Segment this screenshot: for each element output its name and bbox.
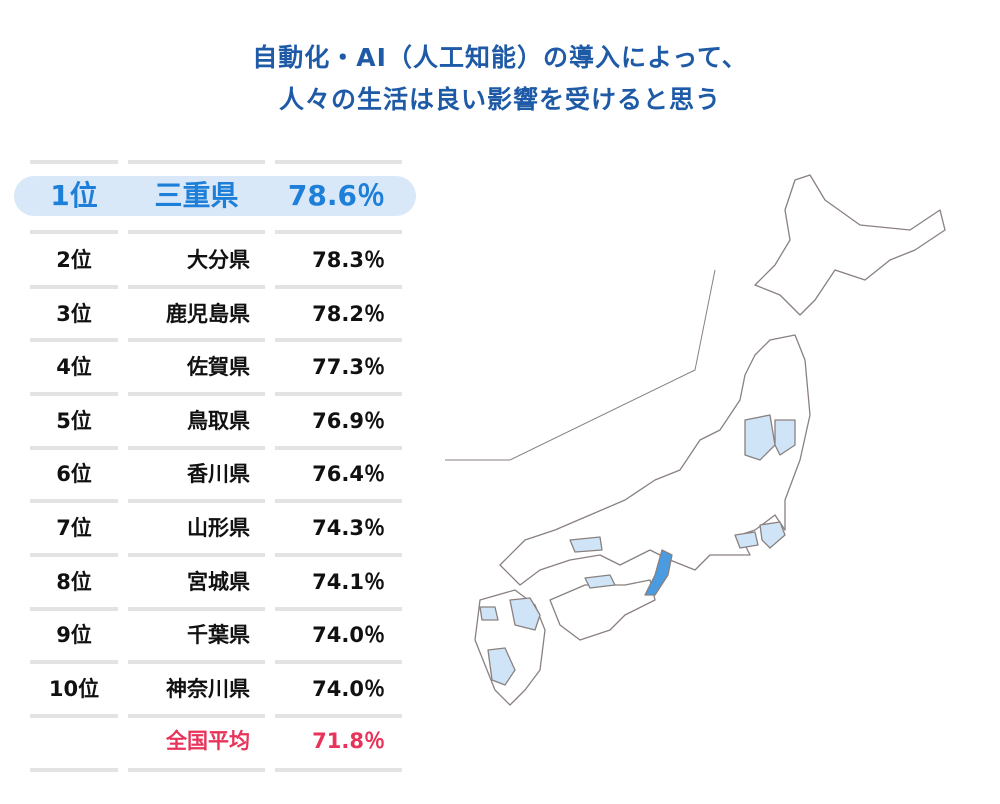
prefecture-name: 佐賀県 [187, 355, 250, 380]
rank-label: 9位 [56, 623, 92, 648]
map-kagawa [584, 574, 616, 589]
ranking-row: 7位 山形県 74.3％ [0, 508, 420, 548]
row-separator [275, 607, 402, 611]
rank-label: 4位 [56, 355, 92, 380]
row-separator [275, 446, 402, 450]
inset-divider [445, 269, 716, 461]
map-mie [644, 549, 673, 596]
japan-map [445, 174, 946, 706]
map-honshu [499, 334, 811, 586]
ranking-row: 8位 宮城県 74.1％ [0, 562, 420, 602]
row-separator [30, 499, 118, 503]
percent-value: 78.2％ [312, 301, 385, 326]
ranking-row: 全国平均 71.8％ [0, 721, 420, 761]
rank-label: 10位 [48, 676, 100, 701]
ranking-row: 6位 香川県 76.4％ [0, 454, 420, 494]
rank-label: 8位 [56, 569, 92, 594]
percent-value: 76.4％ [312, 462, 385, 487]
row-separator [128, 338, 265, 342]
map-saga [479, 606, 499, 621]
row-separator [275, 230, 402, 234]
row-separator [128, 160, 265, 164]
percent-value: 74.3％ [312, 516, 385, 540]
percent-value: 74.0％ [312, 623, 385, 648]
row-separator [275, 714, 402, 718]
row-separator [128, 660, 265, 664]
rank-label: 3位 [56, 301, 92, 326]
row-separator [275, 553, 402, 557]
map-tottori [569, 536, 603, 553]
ranking-row: 2位 大分県 78.3％ [0, 240, 420, 280]
percent-value: 77.3％ [312, 355, 385, 380]
rank-label: 1位 [50, 179, 98, 212]
title-line-1: 自動化・AI（人工知能）の導入によって、 [252, 43, 748, 72]
ranking-row: 3位 鹿児島県 78.2％ [0, 294, 420, 334]
row-separator [30, 768, 118, 772]
prefecture-name: 山形県 [187, 516, 250, 540]
row-separator [128, 446, 265, 450]
row-separator [30, 553, 118, 557]
rank-label: 6位 [56, 462, 92, 487]
map-kagoshima [487, 647, 516, 686]
row-separator [275, 660, 402, 664]
percent-value: 78.6％ [287, 179, 385, 212]
ranking-row: 9位 千葉県 74.0％ [0, 615, 420, 655]
row-separator [128, 553, 265, 557]
ranking-row: 10位 神奈川県 74.0％ [0, 669, 420, 709]
average-label: 全国平均 [166, 729, 250, 753]
map-kanagawa [734, 531, 759, 549]
row-separator [275, 768, 402, 772]
percent-value: 74.1％ [312, 569, 385, 594]
row-separator [128, 285, 265, 289]
percent-value: 74.0％ [312, 676, 385, 701]
row-separator [30, 660, 118, 664]
row-separator [275, 499, 402, 503]
row-separator [128, 714, 265, 718]
prefecture-name: 神奈川県 [166, 676, 250, 701]
row-separator [128, 392, 265, 396]
row-separator [30, 714, 118, 718]
row-separator [275, 160, 402, 164]
row-separator [30, 338, 118, 342]
rank-label: 2位 [56, 248, 92, 272]
map-miyagi [774, 419, 796, 456]
row-separator [30, 285, 118, 289]
prefecture-name: 宮城県 [187, 569, 250, 594]
percent-value: 78.3％ [312, 248, 385, 272]
rank-label: 7位 [56, 516, 92, 540]
row-separator [275, 392, 402, 396]
map-shikoku [549, 579, 656, 641]
prefecture-name: 三重県 [154, 179, 239, 212]
row-separator [30, 392, 118, 396]
row-separator [30, 607, 118, 611]
row-separator [30, 160, 118, 164]
title-line-2: 人々の生活は良い影響を受けると思う [278, 85, 721, 114]
row-separator [128, 768, 265, 772]
prefecture-name: 香川県 [187, 462, 250, 487]
rank-label: 5位 [56, 408, 92, 433]
row-separator [128, 499, 265, 503]
ranking-row: 5位 鳥取県 76.9％ [0, 401, 420, 441]
average-value: 71.8％ [312, 729, 385, 753]
row-separator [30, 446, 118, 450]
map-hokkaido [754, 174, 946, 316]
prefecture-name: 鹿児島県 [166, 301, 250, 326]
row-separator [275, 285, 402, 289]
prefecture-name: 大分県 [187, 248, 250, 272]
map-oita [509, 597, 541, 631]
map-chiba [759, 521, 786, 549]
prefecture-name: 鳥取県 [187, 408, 250, 433]
row-separator [30, 230, 118, 234]
row-separator [275, 338, 402, 342]
ranking-row: 1位 三重県 78.6％ [0, 176, 420, 216]
ranking-row: 4位 佐賀県 77.3％ [0, 347, 420, 387]
prefecture-name: 千葉県 [187, 623, 250, 648]
percent-value: 76.9％ [312, 408, 385, 433]
map-yamagata [744, 414, 776, 461]
row-separator [128, 230, 265, 234]
top-rank-highlight [14, 176, 416, 216]
row-separator [128, 607, 265, 611]
